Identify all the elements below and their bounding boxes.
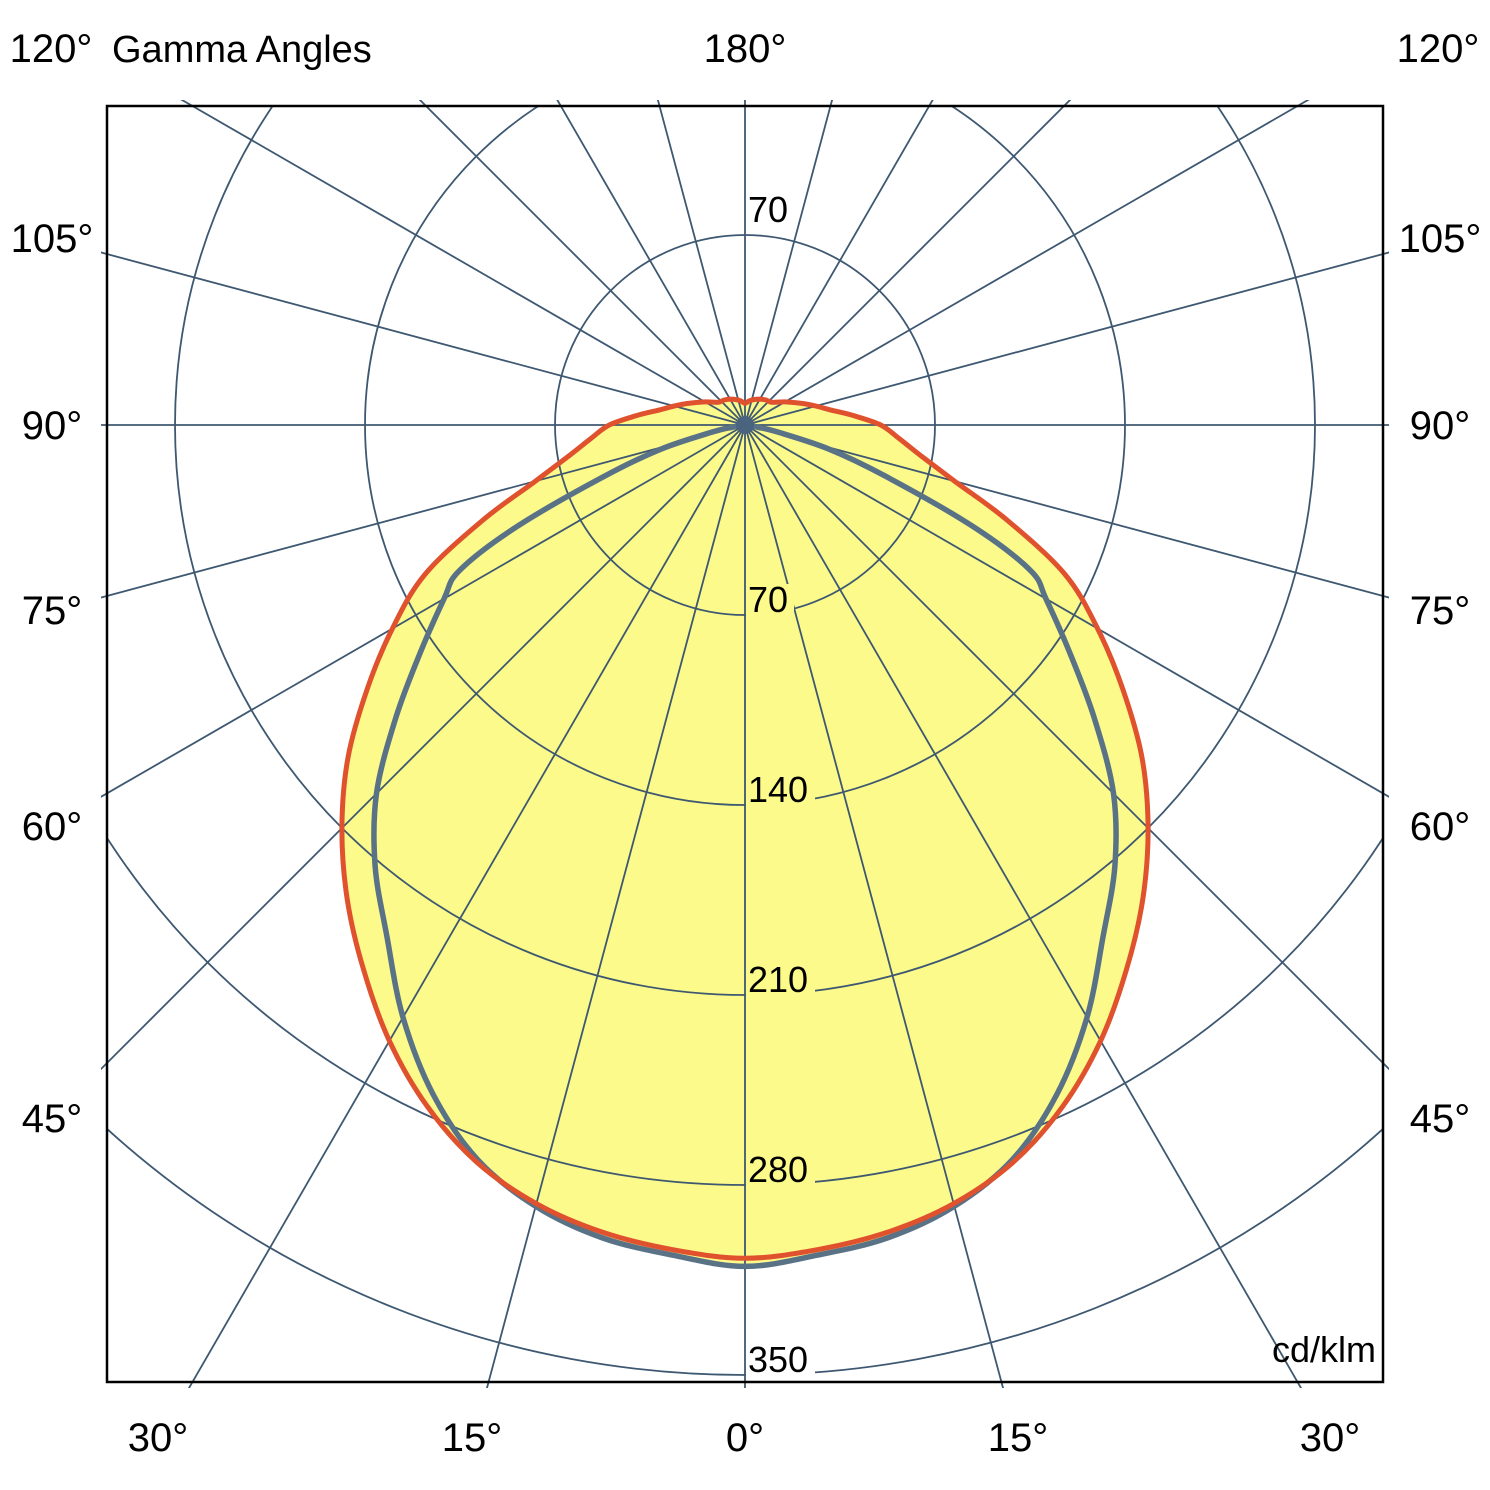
gamma-angle-label: 15°: [988, 1416, 1049, 1460]
gamma-ray-330: [187, 424, 746, 1388]
ring-value-label: 140: [748, 769, 808, 810]
gamma-angle-label: 45°: [1410, 1097, 1471, 1141]
gamma-ray-165: [744, 100, 834, 426]
gamma-angle-labels: 120° 180° 120° 105° 90° 75° 60° 45° 105° 90° 75° 60…: [10, 27, 1482, 1460]
gamma-angle-label: 90°: [22, 404, 83, 448]
gamma-angle-label: 30°: [1300, 1416, 1361, 1460]
ring-label-bg: [746, 964, 815, 997]
gamma-angle-label: 0°: [726, 1416, 764, 1460]
ring-label-bg: [746, 194, 794, 227]
gamma-ray-255: [101, 251, 746, 426]
ring-value-label: 70: [748, 579, 788, 620]
curve-c0-c180: [339, 396, 1151, 1261]
gamma-angle-label: 45°: [22, 1097, 83, 1141]
gamma-ray-15: [744, 424, 1004, 1388]
gamma-ray-345: [486, 424, 746, 1388]
gamma-ray-45: [744, 424, 1389, 1071]
gamma-angle-label: 90°: [1410, 404, 1471, 448]
ring-label-bg: [746, 1154, 815, 1187]
ring-value-label: 210: [748, 959, 808, 1000]
gamma-ray-210: [556, 100, 746, 426]
gamma-ray-240: [180, 100, 746, 426]
gamma-ray-195: [656, 100, 746, 426]
gamma-ray-75: [744, 424, 1389, 599]
gamma-ray-135: [744, 100, 1072, 426]
ring-label-bg: [746, 774, 815, 807]
gamma-angle-label: 120°: [10, 27, 93, 71]
ring-value-label: 280: [748, 1149, 808, 1190]
gamma-ray-300: [101, 424, 746, 798]
ring-value-label: 350: [748, 1339, 808, 1380]
gamma-angle-label: 75°: [22, 589, 83, 633]
gamma-ray-105: [744, 251, 1389, 426]
ring-label-bg: [746, 584, 794, 617]
chart-title: Gamma Angles: [112, 29, 372, 71]
gamma-angle-label: 60°: [1410, 805, 1471, 849]
gamma-angle-label: 30°: [128, 1416, 189, 1460]
gamma-ray-225: [418, 100, 746, 426]
photometric-curves: [339, 396, 1151, 1270]
gamma-angle-label: 15°: [442, 1416, 503, 1460]
gamma-angle-label: 120°: [1397, 27, 1480, 71]
gamma-angle-label: 180°: [704, 27, 787, 71]
gamma-ray-30: [744, 424, 1303, 1388]
gamma-ray-150: [744, 100, 934, 426]
gamma-angle-label: 105°: [11, 217, 94, 261]
gamma-ray-285: [101, 424, 746, 599]
unit-label: cd/klm: [1272, 1329, 1376, 1370]
gamma-angle-label: 75°: [1410, 589, 1471, 633]
plot-border: [105, 104, 1385, 1384]
gamma-ray-60: [744, 424, 1389, 798]
ring-value-label: 70: [748, 189, 788, 230]
ring-label-bg: [746, 1344, 815, 1377]
gamma-angle-label: 105°: [1399, 217, 1482, 261]
ring-tick-labels: 70 70 140 210 280 350: [746, 189, 815, 1380]
gamma-ray-120: [744, 100, 1310, 426]
polar-center-dot: [736, 416, 754, 434]
gamma-ray-315: [101, 424, 746, 1071]
gamma-angle-label: 60°: [22, 805, 83, 849]
curve-c90-c270: [371, 422, 1119, 1270]
